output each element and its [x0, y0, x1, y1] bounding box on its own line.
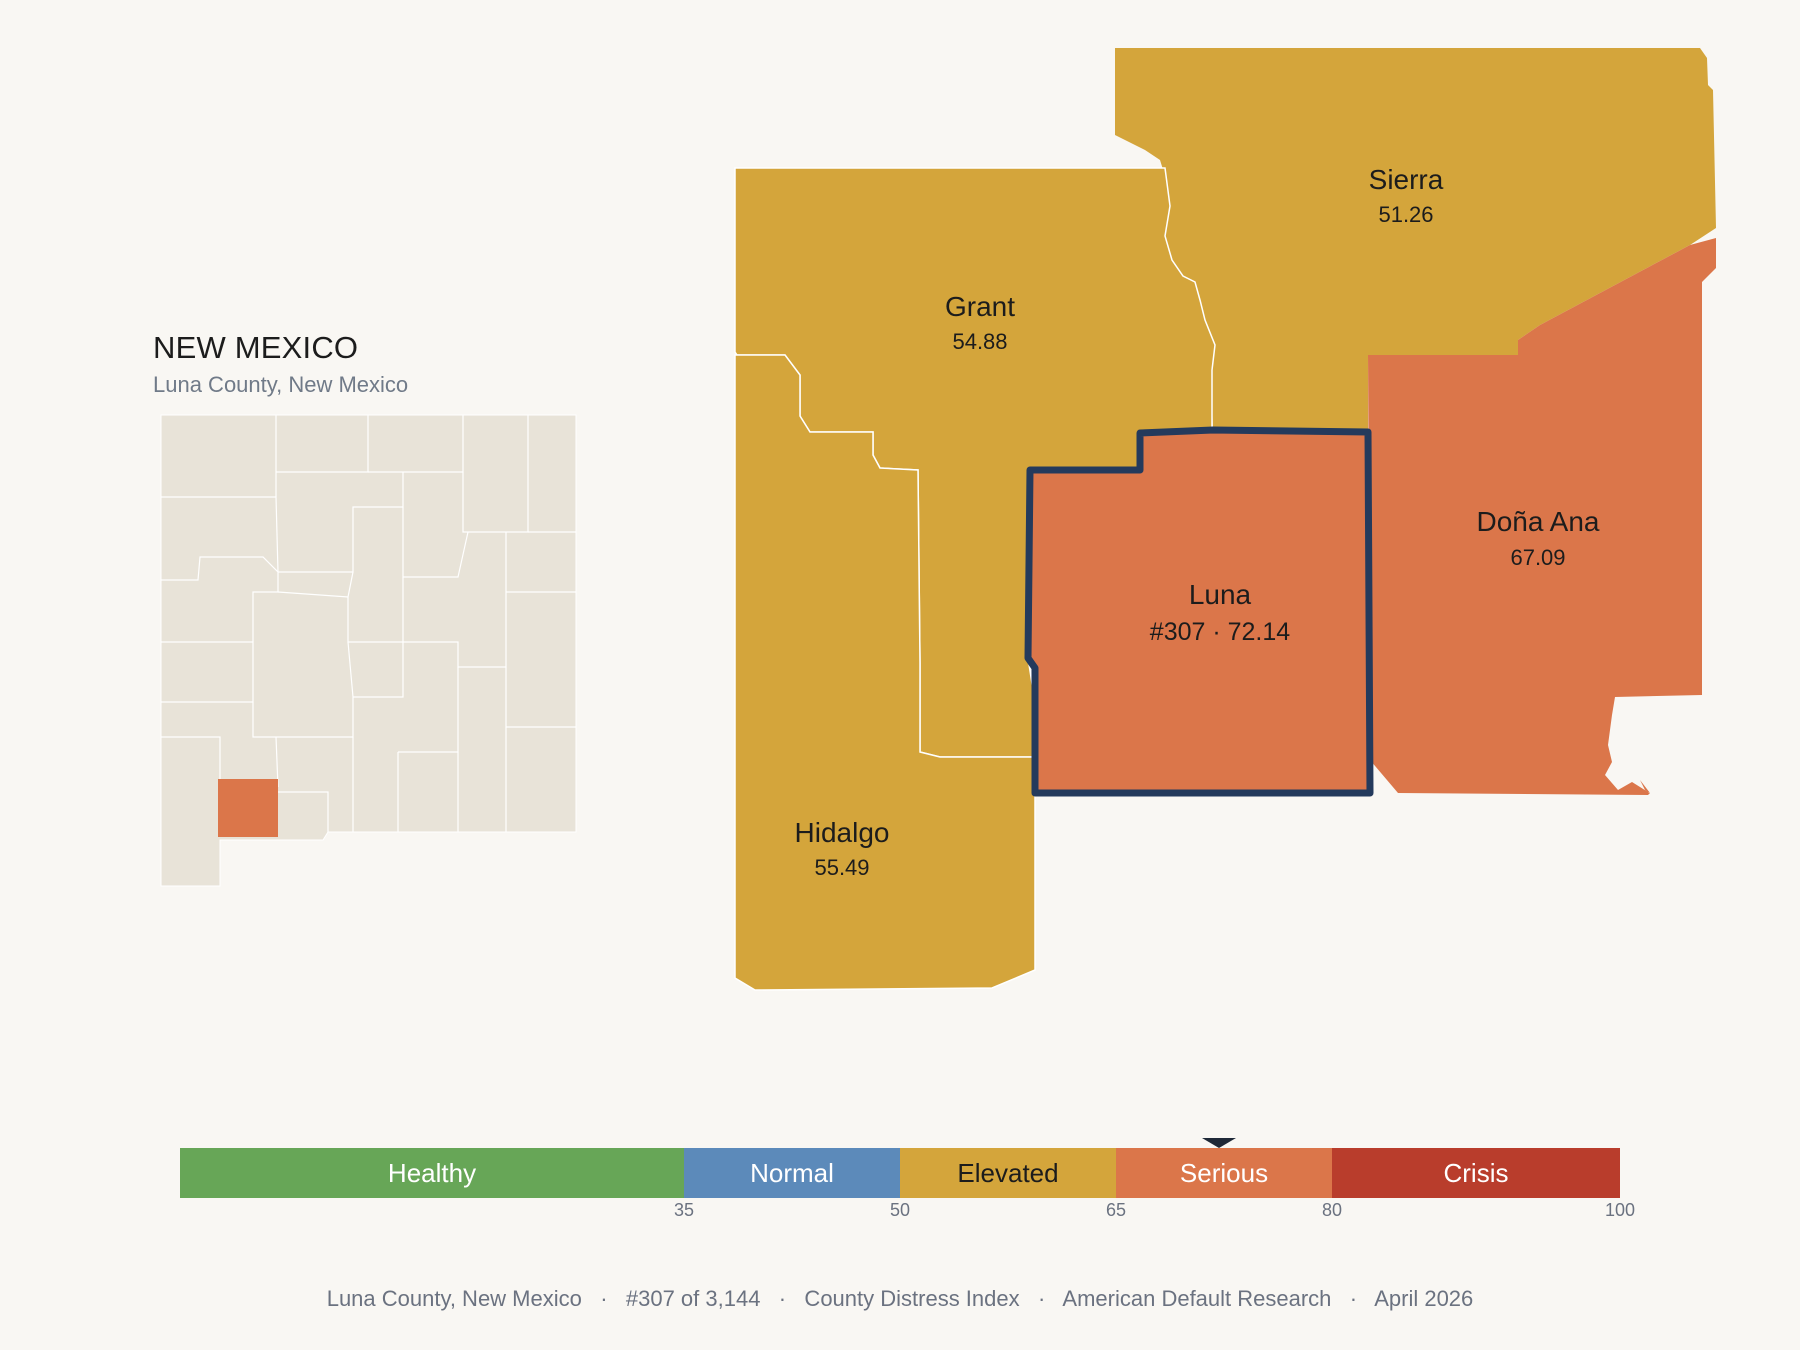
inset-subtitle: Luna County, New Mexico	[153, 372, 409, 397]
state-outline	[160, 414, 577, 887]
scale-segment-normal: Normal	[684, 1148, 900, 1198]
distress-scale: Healthy Normal Elevated Serious Crisis	[180, 1148, 1620, 1198]
luna-county-highlight	[218, 779, 278, 837]
label-sierra-value: 51.26	[1378, 202, 1433, 227]
label-dona-ana-name: Doña Ana	[1477, 506, 1600, 537]
label-grant-name: Grant	[945, 291, 1015, 322]
county-detail-map: Sierra 51.26 Grant 54.88 Hidalgo 55.49 D…	[734, 48, 1716, 991]
current-value-marker	[1201, 1138, 1236, 1148]
scale-segment-serious: Serious	[1116, 1148, 1332, 1198]
scale-tick-100: 100	[1604, 1200, 1636, 1220]
scale-tick-80: 80	[1321, 1200, 1343, 1220]
label-dona-ana-value: 67.09	[1510, 545, 1565, 570]
label-hidalgo-value: 55.49	[814, 855, 869, 880]
scale-tick-35: 35	[673, 1200, 695, 1220]
scale-segment-healthy: Healthy	[180, 1148, 684, 1198]
state-inset-map	[160, 414, 577, 887]
label-grant-value: 54.88	[952, 329, 1007, 354]
county-luna[interactable]	[1024, 426, 1374, 797]
county-dona-ana[interactable]	[1368, 238, 1716, 795]
footer-caption: Luna County, New Mexico · #307 of 3,144 …	[326, 1286, 1474, 1311]
label-luna-name: Luna	[1189, 579, 1252, 610]
label-luna-value: #307 · 72.14	[1150, 618, 1290, 646]
state-county-boundaries	[161, 415, 576, 832]
county-hidalgo[interactable]	[734, 354, 1036, 991]
inset-title: NEW MEXICO	[153, 330, 359, 365]
county-sierra[interactable]	[1115, 48, 1716, 432]
label-sierra-name: Sierra	[1369, 164, 1444, 195]
scale-tick-65: 65	[1105, 1200, 1127, 1220]
scale-segment-elevated: Elevated	[900, 1148, 1116, 1198]
scale-segment-crisis: Crisis	[1332, 1148, 1620, 1198]
label-hidalgo-name: Hidalgo	[795, 817, 890, 848]
scale-tick-50: 50	[889, 1200, 911, 1220]
